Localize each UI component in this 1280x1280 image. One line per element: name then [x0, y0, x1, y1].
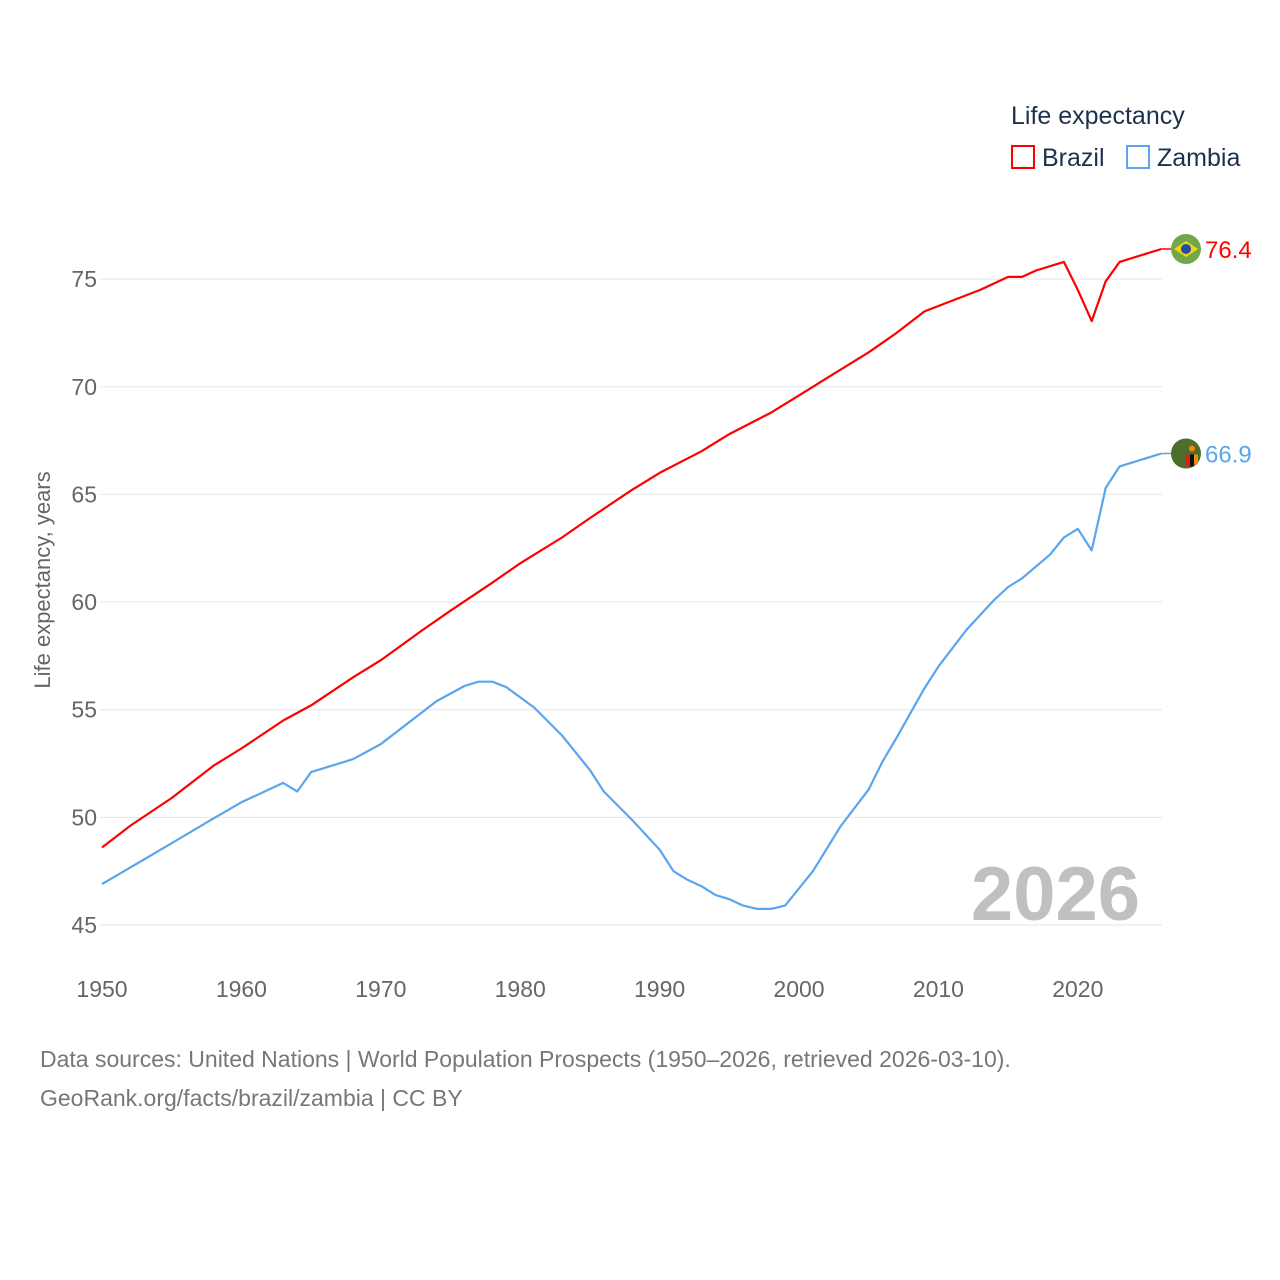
- series-line-brazil[interactable]: [101, 247, 1162, 849]
- end-value-label: 66.9: [1205, 441, 1252, 468]
- y-tick-label: 65: [71, 481, 97, 507]
- legend-label-brazil[interactable]: Brazil: [1042, 144, 1105, 172]
- y-axis-label: Life expectancy, years: [30, 471, 55, 688]
- y-tick-label: 75: [71, 266, 97, 292]
- x-tick-label: 1950: [76, 976, 127, 1002]
- y-tick-label: 45: [71, 912, 97, 938]
- legend-title: Life expectancy: [1011, 102, 1185, 130]
- x-tick-label: 1990: [634, 976, 685, 1002]
- legend-swatch-brazil[interactable]: [1011, 145, 1035, 169]
- x-tick-label: 2020: [1052, 976, 1103, 1002]
- legend-swatch-zambia[interactable]: [1126, 145, 1150, 169]
- x-tick-label: 2010: [913, 976, 964, 1002]
- legend-label-zambia[interactable]: Zambia: [1157, 144, 1240, 172]
- year-watermark: 2026: [971, 852, 1140, 937]
- data-source-text: Data sources: United Nations | World Pop…: [40, 1046, 1011, 1072]
- attribution-link[interactable]: GeoRank.org/facts/brazil/zambia | CC BY: [40, 1085, 463, 1111]
- y-tick-label: 70: [71, 374, 97, 400]
- zambia-flag-icon: [1171, 438, 1201, 469]
- y-tick-label: 60: [71, 589, 97, 615]
- series-line-zambia[interactable]: [101, 452, 1162, 910]
- legend: Life expectancy Brazil Zambia: [1011, 102, 1240, 172]
- brazil-flag-icon: [1171, 233, 1201, 264]
- y-tick-label: 50: [71, 804, 97, 830]
- x-tick-label: 1960: [216, 976, 267, 1002]
- end-value-label: 76.4: [1205, 237, 1252, 264]
- x-tick-label: 1970: [355, 976, 406, 1002]
- x-tick-label: 2000: [773, 976, 824, 1002]
- y-tick-label: 55: [71, 697, 97, 723]
- x-tick-label: 1980: [495, 976, 546, 1002]
